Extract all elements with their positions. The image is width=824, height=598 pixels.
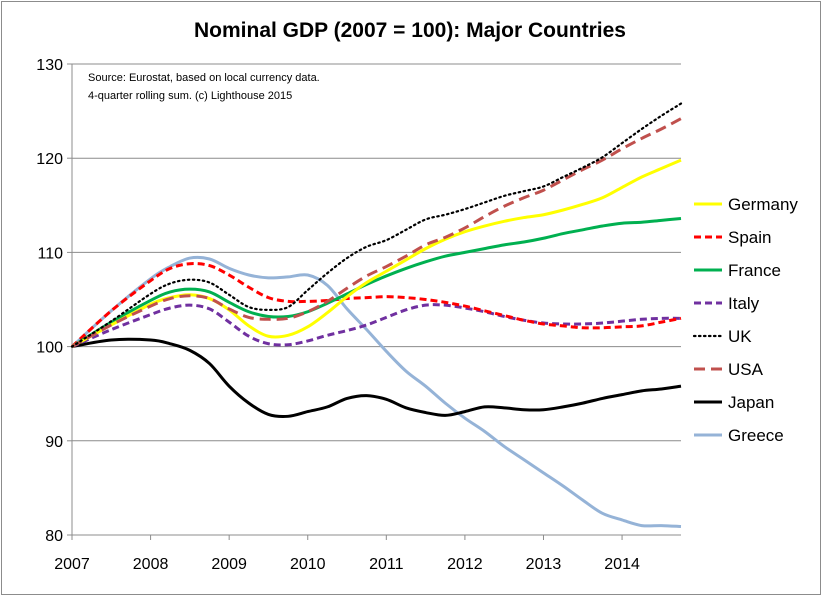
series-line-france — [71, 216, 682, 348]
legend-label-usa: USA — [728, 360, 764, 379]
x-tick-labels: 2007 2008 2009 2010 2011 2012 2013 2014 — [54, 556, 640, 573]
x-tick-label-2011: 2011 — [369, 556, 404, 573]
series-line-uk — [70, 102, 683, 348]
y-tick-label-130: 130 — [36, 57, 63, 74]
x-tick-label-2014: 2014 — [604, 556, 640, 573]
source-note-line-1: Source: Eurostat, based on local currenc… — [88, 72, 320, 84]
y-tick-label-80: 80 — [45, 528, 63, 545]
legend-label-france: France — [728, 261, 781, 280]
y-tick-label-110: 110 — [37, 245, 63, 262]
series-line-japan — [71, 337, 682, 419]
series-lines — [70, 102, 683, 529]
x-tick-label-2008: 2008 — [133, 556, 169, 573]
series-line-italy — [71, 303, 682, 348]
legend-label-greece: Greece — [728, 426, 784, 445]
y-tick-label-90: 90 — [45, 434, 63, 451]
series-line-germany — [71, 158, 682, 348]
legend-label-germany: Germany — [728, 195, 798, 214]
legend: Germany Spain France Italy UK USA Japan Greece — [692, 195, 798, 445]
y-tick-label-100: 100 — [36, 340, 63, 357]
legend-label-italy: Italy — [728, 294, 760, 313]
gridlines — [72, 63, 681, 442]
y-tick-label-120: 120 — [36, 151, 63, 168]
x-tick-label-2009: 2009 — [211, 556, 247, 573]
series-line-spain — [70, 262, 682, 348]
legend-label-uk: UK — [728, 327, 752, 346]
y-tick-labels: 80 90 100 110 120 130 — [36, 57, 63, 545]
source-note-line-2: 4-quarter rolling sum. (c) Lighthouse 20… — [88, 90, 292, 102]
series-line-usa — [71, 117, 682, 348]
x-tick-label-2007: 2007 — [54, 556, 90, 573]
series-line-greece — [70, 255, 682, 529]
axes — [67, 63, 681, 540]
x-tick-label-2013: 2013 — [526, 556, 562, 573]
x-tick-label-2010: 2010 — [290, 556, 326, 573]
chart-title: Nominal GDP (2007 = 100): Major Countrie… — [194, 19, 626, 42]
x-tick-label-2012: 2012 — [447, 556, 483, 573]
legend-label-japan: Japan — [728, 393, 774, 412]
legend-label-spain: Spain — [728, 228, 771, 247]
